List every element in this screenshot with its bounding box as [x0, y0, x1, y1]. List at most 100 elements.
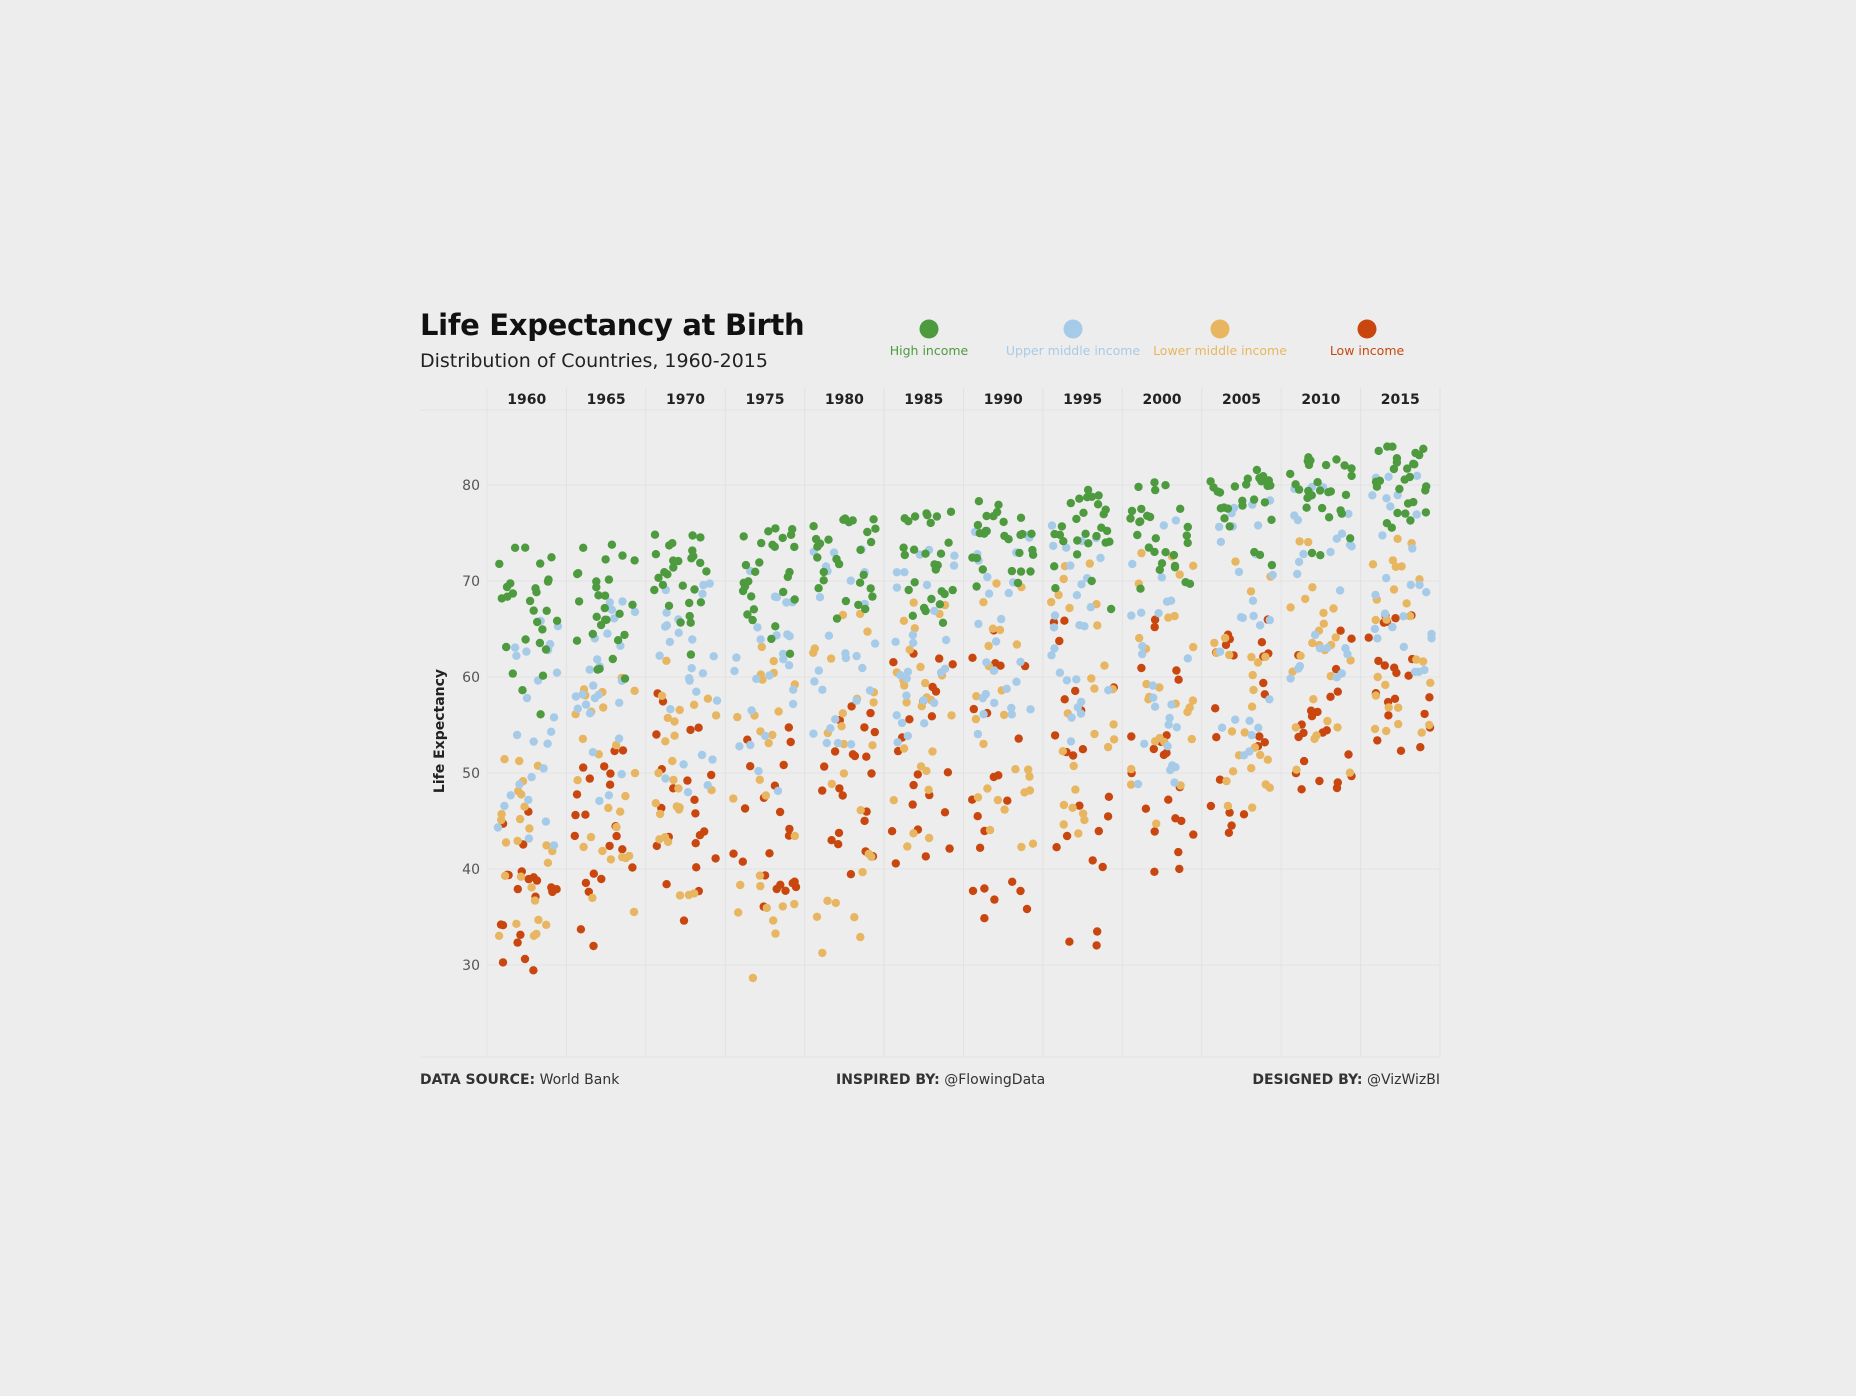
data-point-upper-middle	[746, 740, 755, 750]
data-point-lower-middle	[1223, 801, 1233, 811]
data-point-lower-middle	[818, 948, 827, 958]
data-point-lower-middle	[500, 871, 510, 880]
data-point-high	[615, 609, 624, 618]
data-point-high	[1340, 461, 1349, 470]
data-point-high	[543, 577, 553, 586]
data-point-lower-middle	[1384, 703, 1393, 712]
data-point-high	[669, 563, 678, 572]
data-point-high	[1027, 529, 1036, 538]
data-point-low	[1092, 941, 1101, 950]
data-point-lower-middle	[921, 678, 930, 688]
data-point-high	[630, 556, 639, 565]
data-point-low	[909, 780, 918, 790]
column-header: 2015	[1381, 392, 1420, 408]
data-point-low	[862, 752, 871, 761]
data-point-lower-middle	[850, 913, 859, 922]
data-point-lower-middle	[1301, 594, 1310, 604]
data-point-upper-middle	[708, 755, 717, 764]
data-point-upper-middle	[1067, 713, 1076, 722]
data-point-low	[1239, 810, 1249, 819]
data-point-high	[994, 500, 1003, 509]
data-point-high	[1403, 464, 1412, 473]
data-point-lower-middle	[756, 881, 765, 891]
data-point-high	[1073, 536, 1082, 545]
data-point-high	[1316, 551, 1325, 560]
data-point-upper-middle	[1295, 661, 1305, 671]
data-point-lower-middle	[1058, 747, 1068, 756]
column-header: 1995	[1063, 392, 1102, 408]
data-point-high	[552, 616, 562, 625]
data-point-high	[923, 511, 932, 520]
data-point-lower-middle	[606, 855, 616, 864]
data-point-lower-middle	[1426, 678, 1435, 687]
data-point-lower-middle	[1394, 703, 1403, 712]
data-point-upper-middle	[1234, 567, 1244, 577]
data-point-high	[1136, 584, 1145, 593]
data-point-high	[533, 617, 542, 627]
data-point-upper-middle	[902, 674, 911, 683]
data-point-high	[1220, 514, 1229, 523]
data-point-low	[945, 844, 954, 853]
data-point-high	[601, 555, 610, 564]
data-point-high	[502, 642, 511, 652]
data-point-low	[1103, 812, 1113, 821]
data-point-low	[776, 880, 785, 889]
data-point-low	[1259, 678, 1268, 688]
data-point-high	[768, 540, 777, 549]
data-point-high	[1018, 529, 1027, 539]
data-point-lower-middle	[525, 824, 534, 833]
data-point-lower-middle	[1247, 764, 1256, 773]
data-point-high	[518, 686, 527, 695]
data-point-lower-middle	[1028, 839, 1038, 848]
data-point-upper-middle	[770, 592, 780, 601]
data-point-low	[1162, 731, 1171, 740]
data-point-lower-middle	[1109, 720, 1118, 729]
data-point-low	[1150, 867, 1159, 876]
data-point-low	[1306, 706, 1316, 715]
data-point-upper-middle	[858, 663, 867, 673]
data-point-high	[948, 585, 957, 595]
data-point-lower-middle	[586, 832, 596, 842]
data-point-lower-middle	[543, 858, 553, 867]
data-point-upper-middle	[735, 742, 744, 751]
column-header: 2010	[1301, 392, 1340, 408]
data-point-upper-middle	[529, 737, 538, 746]
data-point-lower-middle	[733, 712, 742, 722]
data-point-lower-middle	[494, 931, 504, 940]
legend-swatch-low	[1357, 319, 1377, 339]
data-point-upper-middle	[500, 801, 509, 811]
footer-designed-value: @VizWizBI	[1366, 1072, 1440, 1088]
legend-label-high: High income	[890, 343, 969, 358]
data-point-high	[502, 582, 512, 592]
data-point-low	[572, 790, 582, 799]
y-tick-label: 30	[462, 958, 480, 974]
data-point-upper-middle	[527, 772, 536, 782]
data-point-low	[1347, 634, 1356, 643]
data-point-low	[1260, 738, 1270, 747]
data-point-low	[612, 831, 621, 841]
data-point-lower-middle	[1371, 691, 1381, 700]
data-point-high	[1106, 604, 1116, 614]
data-point-upper-middle	[930, 606, 939, 616]
data-point-lower-middle	[1308, 583, 1317, 592]
data-point-lower-middle	[514, 786, 523, 796]
data-point-high	[1157, 559, 1167, 568]
data-point-upper-middle	[1138, 649, 1147, 659]
data-point-upper-middle	[903, 667, 913, 676]
data-point-low	[1331, 664, 1341, 674]
data-point-upper-middle	[590, 693, 600, 703]
data-point-upper-middle	[818, 685, 827, 694]
data-point-upper-middle	[826, 724, 835, 733]
data-point-low	[1172, 666, 1181, 675]
data-point-upper-middle	[920, 719, 929, 728]
data-point-lower-middle	[810, 644, 819, 653]
data-point-high	[1382, 519, 1392, 528]
data-point-high	[696, 558, 705, 568]
data-point-lower-middle	[1170, 611, 1179, 621]
data-point-lower-middle	[516, 872, 526, 881]
data-point-high	[542, 606, 551, 615]
data-point-high	[1183, 522, 1193, 532]
data-point-lower-middle	[1394, 719, 1403, 729]
data-point-lower-middle	[662, 656, 671, 665]
data-point-lower-middle	[1319, 619, 1329, 628]
